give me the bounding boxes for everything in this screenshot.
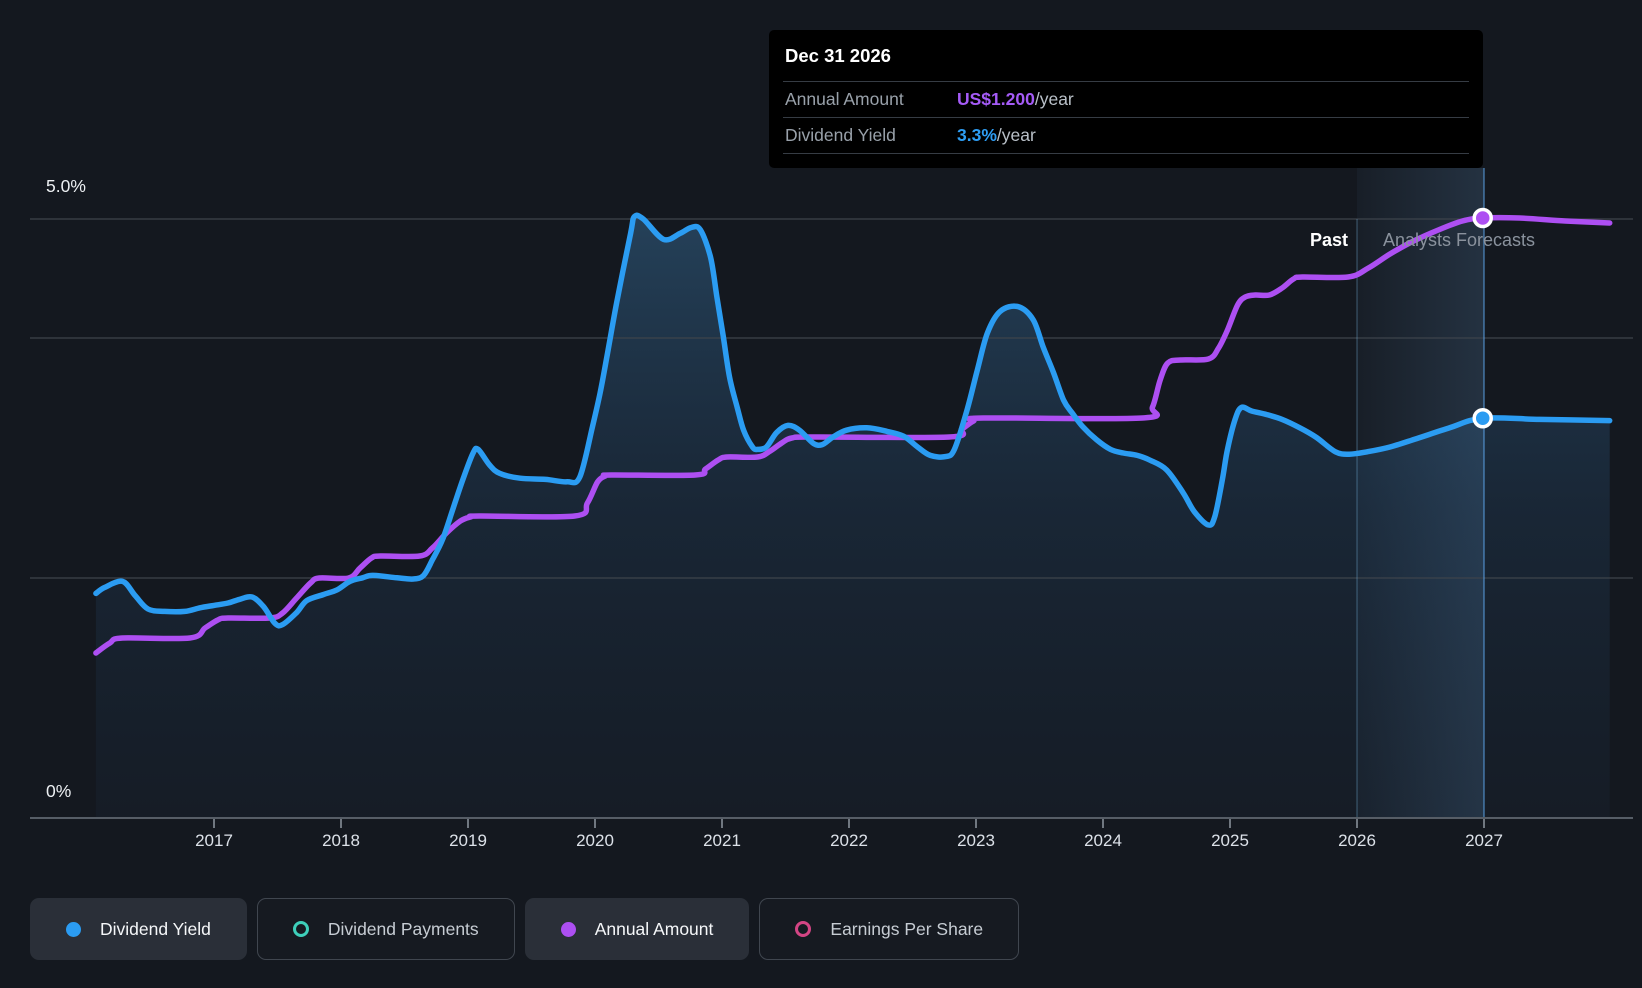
dividend-yield-area	[95, 215, 1610, 819]
dividend-payments-ring-icon	[292, 921, 309, 937]
legend-button-dividend-payments[interactable]: Dividend Payments	[256, 898, 515, 960]
x-axis-label: 2018	[322, 831, 360, 850]
tooltip-row: Dividend Yield 3.3%/year	[783, 118, 1469, 154]
legend-label: Annual Amount	[594, 918, 714, 939]
x-axis-label: 2027	[1465, 831, 1503, 850]
legend-label: Earnings Per Share	[830, 918, 984, 939]
tooltip-row-label: Annual Amount	[785, 89, 904, 109]
y-axis-label-top: 5.0%	[46, 176, 86, 196]
x-axis-label: 2024	[1084, 831, 1122, 850]
chart-tooltip: Dec 31 2026 Annual Amount US$1.200/year Di…	[769, 30, 1483, 168]
chart-legend: Dividend Yield Dividend Payments Annual Am…	[30, 898, 1020, 960]
x-axis-label: 2020	[576, 831, 614, 850]
dividend-yield-marker[interactable]	[1472, 407, 1493, 429]
dividend-yield-line	[93, 212, 1613, 629]
x-axis	[30, 817, 1633, 828]
tooltip-row: Annual Amount US$1.200/year	[783, 82, 1469, 118]
legend-button-earnings-per-share[interactable]: Earnings Per Share	[759, 898, 1020, 960]
grid-lines	[30, 218, 1633, 579]
legend-button-annual-amount[interactable]: Annual Amount	[524, 898, 750, 960]
x-axis-label: 2019	[449, 831, 487, 850]
earnings-per-share-ring-icon	[795, 921, 812, 937]
annual-amount-dot-icon	[560, 921, 576, 937]
x-axis-label: 2023	[957, 831, 995, 850]
legend-label: Dividend Payments	[327, 918, 479, 939]
x-axis-label: 2026	[1338, 831, 1376, 850]
past-label: Past	[1309, 230, 1348, 250]
tooltip-date: Dec 31 2026	[783, 30, 1469, 82]
analysts-forecasts-label: Analysts Forecasts	[1383, 230, 1536, 250]
x-axis-label: 2025	[1211, 831, 1249, 850]
tooltip-row-value: US$1.200	[957, 89, 1035, 109]
legend-button-dividend-yield[interactable]: Dividend Yield	[30, 898, 247, 960]
y-axis-label-bottom: 0%	[46, 781, 72, 801]
annual-amount-marker[interactable]	[1472, 207, 1493, 229]
x-axis-label: 2021	[703, 831, 741, 850]
x-axis-label: 2017	[195, 831, 233, 850]
annual-amount-line	[93, 214, 1613, 656]
legend-label: Dividend Yield	[100, 918, 211, 939]
tooltip-row-label: Dividend Yield	[785, 125, 896, 145]
x-axis-label: 2022	[830, 831, 868, 850]
dividend-yield-dot-icon	[66, 921, 81, 937]
tooltip-row-suffix: /year	[1034, 89, 1074, 109]
tooltip-row-suffix: /year	[996, 125, 1036, 145]
tooltip-row-value: 3.3%	[957, 125, 997, 145]
